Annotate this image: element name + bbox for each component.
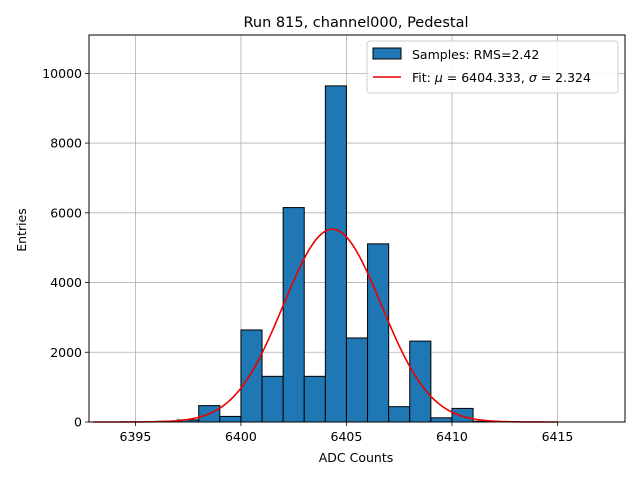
legend-fit-label: Fit: μ = 6404.333, σ = 2.324	[412, 70, 591, 85]
fit-curve-layer	[93, 228, 558, 423]
legend-fit-sigma-value: = 2.324	[537, 70, 591, 85]
legend-fit-sigma-symbol: σ	[529, 70, 538, 85]
y-tick-label: 2000	[50, 345, 82, 360]
fit-curve	[93, 228, 558, 423]
plot-frame	[88, 34, 626, 423]
histogram-bar	[367, 243, 390, 423]
legend-fit-prefix: Fit:	[412, 70, 435, 85]
x-tick-label: 6410	[436, 429, 468, 444]
legend: Samples: RMS=2.42 Fit: μ = 6404.333, σ =…	[366, 40, 619, 94]
y-tick-label: 10000	[42, 66, 82, 81]
x-tick-label: 6405	[331, 429, 363, 444]
chart-title: Run 815, channel000, Pedestal	[243, 15, 468, 31]
histogram-bar	[451, 407, 474, 423]
x-tick-label: 6415	[542, 429, 574, 444]
x-tick-label: 6400	[225, 429, 257, 444]
histogram-bars	[156, 85, 495, 423]
histogram-bar	[388, 406, 411, 423]
y-axis-ticks: 0 2000 4000 6000 8000 10000	[42, 66, 89, 430]
histogram-bar	[282, 207, 305, 423]
y-tick-label: 4000	[50, 275, 82, 290]
histogram-bar	[219, 415, 242, 423]
histogram-bar	[261, 375, 284, 423]
legend-box	[366, 40, 619, 94]
y-tick-label: 0	[74, 415, 82, 430]
y-tick-label: 8000	[50, 136, 82, 151]
legend-samples-swatch	[372, 47, 402, 60]
x-axis-label: ADC Counts	[319, 450, 394, 465]
legend-samples-label: Samples: RMS=2.42	[412, 47, 539, 62]
x-tick-label: 6395	[120, 429, 152, 444]
histogram-bar	[324, 85, 347, 423]
histogram-bar	[345, 337, 369, 423]
legend-fit-mu-value: = 6404.333,	[443, 70, 529, 85]
histogram-bar	[240, 329, 263, 423]
y-axis-label: Entries	[14, 208, 29, 252]
histogram-bar	[303, 375, 326, 423]
histogram-bar	[409, 340, 432, 423]
x-axis-ticks: 6395 6400 6405 6410 6415	[120, 422, 574, 444]
histogram-bar	[430, 417, 453, 423]
y-tick-label: 6000	[50, 205, 82, 220]
legend-fit-mu-symbol: μ	[434, 70, 443, 85]
